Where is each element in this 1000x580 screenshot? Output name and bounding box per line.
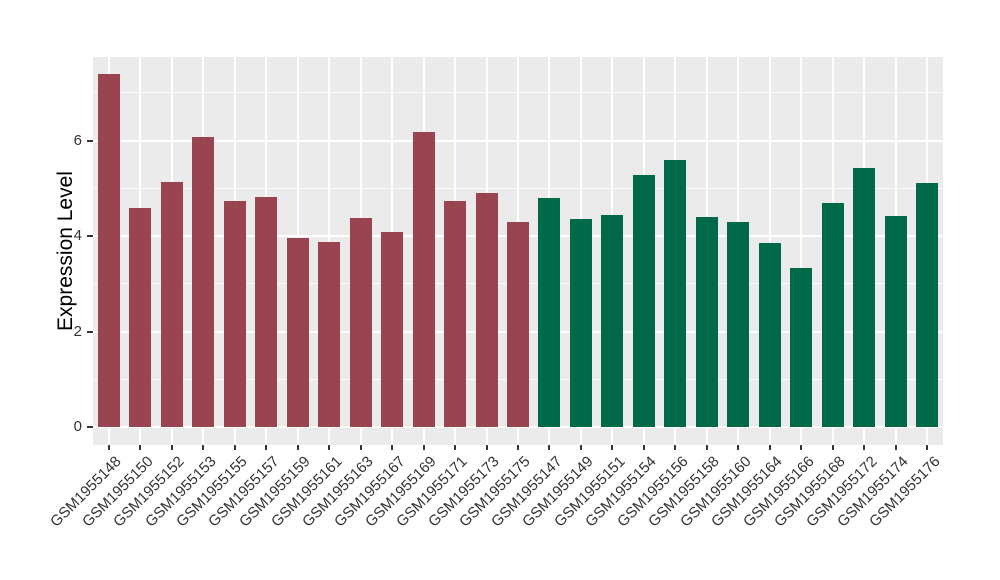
x-tick-mark-GSM1955151 [611,445,614,450]
bar-GSM1955159 [286,237,309,428]
x-tick-mark-GSM1955154 [642,445,645,450]
bar-GSM1955148 [97,73,120,428]
y-tick-label-6: 6 [73,131,82,149]
x-tick-mark-GSM1955150 [139,445,142,450]
bar-GSM1955157 [255,196,278,428]
bar-GSM1955171 [444,200,467,428]
x-tick-mark-GSM1955163 [359,445,362,450]
bar-GSM1955161 [318,242,341,428]
bar-GSM1955156 [664,159,687,428]
x-tick-mark-GSM1955161 [328,445,331,450]
x-tick-mark-GSM1955175 [517,445,519,450]
bar-GSM1955153 [192,137,215,428]
bar-GSM1955164 [758,242,781,428]
x-tick-mark-GSM1955174 [894,445,897,450]
plot-panel [93,57,943,445]
x-tick-mark-GSM1955148 [107,445,110,450]
bar-GSM1955173 [475,193,498,428]
x-tick-mark-GSM1955173 [485,445,488,450]
y-axis-title: Expression Level [54,171,77,331]
x-tick-mark-GSM1955149 [579,445,582,450]
bar-GSM1955172 [853,167,876,428]
bar-GSM1955155 [223,200,246,428]
y-tick-mark-6 [87,139,93,142]
bar-GSM1955169 [412,132,435,428]
x-tick-mark-GSM1955152 [170,445,173,450]
bar-GSM1955166 [790,268,813,428]
x-tick-mark-GSM1955176 [926,445,929,450]
x-tick-mark-GSM1955158 [705,445,708,450]
bar-GSM1955151 [601,215,624,428]
x-tick-mark-GSM1955156 [674,445,677,450]
bar-GSM1955150 [129,207,152,428]
x-tick-mark-GSM1955167 [391,445,394,450]
x-tick-mark-GSM1955147 [548,445,551,450]
y-tick-label-2: 2 [73,322,82,340]
bar-GSM1955163 [349,217,372,428]
bar-GSM1955168 [821,203,844,428]
bar-GSM1955147 [538,197,561,428]
bar-GSM1955167 [381,231,404,428]
y-tick-label-0: 0 [73,418,82,436]
bar-GSM1955154 [632,175,655,428]
bar-GSM1955160 [727,222,750,428]
x-tick-mark-GSM1955171 [454,445,457,450]
bar-GSM1955175 [507,221,529,428]
x-tick-mark-GSM1955153 [202,445,205,450]
x-tick-mark-GSM1955155 [233,445,236,450]
bar-GSM1955174 [884,216,907,428]
y-tick-label-4: 4 [73,227,82,245]
bar-GSM1955152 [160,181,183,428]
bar-GSM1955158 [695,216,718,428]
bar-GSM1955176 [916,182,939,428]
x-tick-mark-GSM1955172 [863,445,866,450]
x-tick-mark-GSM1955159 [296,445,299,450]
gridline-x-22 [800,57,803,445]
y-tick-mark-0 [87,426,93,429]
x-tick-mark-GSM1955157 [265,445,268,450]
y-tick-mark-4 [87,235,93,238]
x-tick-mark-GSM1955169 [422,445,425,450]
bar-GSM1955149 [569,218,592,428]
x-tick-mark-GSM1955168 [831,445,834,450]
x-tick-mark-GSM1955166 [800,445,803,450]
x-tick-mark-GSM1955164 [768,445,771,450]
x-tick-mark-GSM1955160 [737,445,740,450]
y-tick-mark-2 [87,330,93,333]
